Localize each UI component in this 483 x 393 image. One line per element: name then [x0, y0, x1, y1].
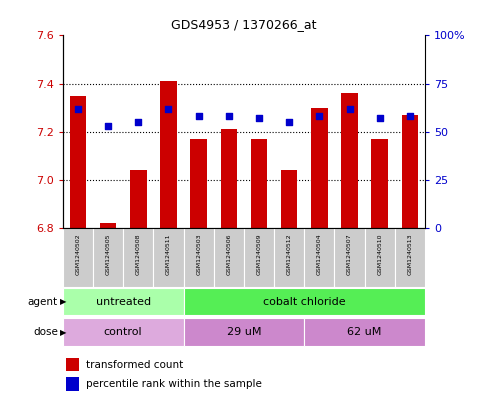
Text: GSM1240511: GSM1240511: [166, 234, 171, 275]
Bar: [244, 228, 274, 287]
Text: control: control: [104, 327, 142, 337]
Point: [104, 123, 112, 129]
Point: [74, 105, 82, 112]
Text: GSM1240503: GSM1240503: [196, 234, 201, 275]
Bar: [100, 223, 116, 228]
Bar: [251, 139, 267, 228]
Bar: [402, 115, 418, 228]
Bar: [341, 93, 358, 228]
Text: GSM1240507: GSM1240507: [347, 234, 352, 275]
Text: ▶: ▶: [60, 328, 67, 336]
Bar: [190, 139, 207, 228]
Bar: [304, 318, 425, 346]
Bar: [93, 228, 123, 287]
Text: GSM1240506: GSM1240506: [227, 234, 231, 275]
Bar: [274, 228, 304, 287]
Text: untreated: untreated: [96, 297, 151, 307]
Bar: [67, 358, 79, 371]
Text: GSM1240513: GSM1240513: [408, 234, 412, 275]
Bar: [70, 95, 86, 228]
Text: GDS4953 / 1370266_at: GDS4953 / 1370266_at: [171, 18, 317, 31]
Bar: [160, 81, 177, 228]
Bar: [365, 228, 395, 287]
Bar: [213, 228, 244, 287]
Point: [315, 113, 323, 119]
Text: 62 uM: 62 uM: [347, 327, 382, 337]
Bar: [334, 228, 365, 287]
Bar: [304, 228, 334, 287]
Bar: [154, 228, 184, 287]
Bar: [395, 228, 425, 287]
Text: GSM1240512: GSM1240512: [287, 234, 292, 275]
Text: cobalt chloride: cobalt chloride: [263, 297, 346, 307]
Bar: [63, 318, 184, 346]
Bar: [123, 228, 154, 287]
Point: [195, 113, 202, 119]
Bar: [281, 170, 298, 228]
Text: GSM1240510: GSM1240510: [377, 234, 382, 275]
Text: GSM1240505: GSM1240505: [106, 234, 111, 275]
Bar: [311, 108, 327, 228]
Bar: [67, 377, 79, 391]
Bar: [184, 228, 213, 287]
Bar: [184, 288, 425, 315]
Text: 29 uM: 29 uM: [227, 327, 261, 337]
Point: [346, 105, 354, 112]
Bar: [221, 129, 237, 228]
Bar: [63, 288, 184, 315]
Text: percentile rank within the sample: percentile rank within the sample: [86, 379, 262, 389]
Point: [285, 119, 293, 125]
Point: [134, 119, 142, 125]
Point: [376, 115, 384, 121]
Text: GSM1240509: GSM1240509: [256, 234, 261, 275]
Bar: [130, 170, 146, 228]
Point: [406, 113, 414, 119]
Text: dose: dose: [33, 327, 58, 337]
Bar: [371, 139, 388, 228]
Text: ▶: ▶: [60, 297, 67, 306]
Point: [255, 115, 263, 121]
Text: GSM1240504: GSM1240504: [317, 234, 322, 275]
Point: [165, 105, 172, 112]
Text: agent: agent: [28, 297, 58, 307]
Bar: [184, 318, 304, 346]
Text: transformed count: transformed count: [86, 360, 184, 370]
Text: GSM1240508: GSM1240508: [136, 234, 141, 275]
Bar: [63, 228, 93, 287]
Text: GSM1240502: GSM1240502: [75, 234, 80, 275]
Point: [225, 113, 233, 119]
